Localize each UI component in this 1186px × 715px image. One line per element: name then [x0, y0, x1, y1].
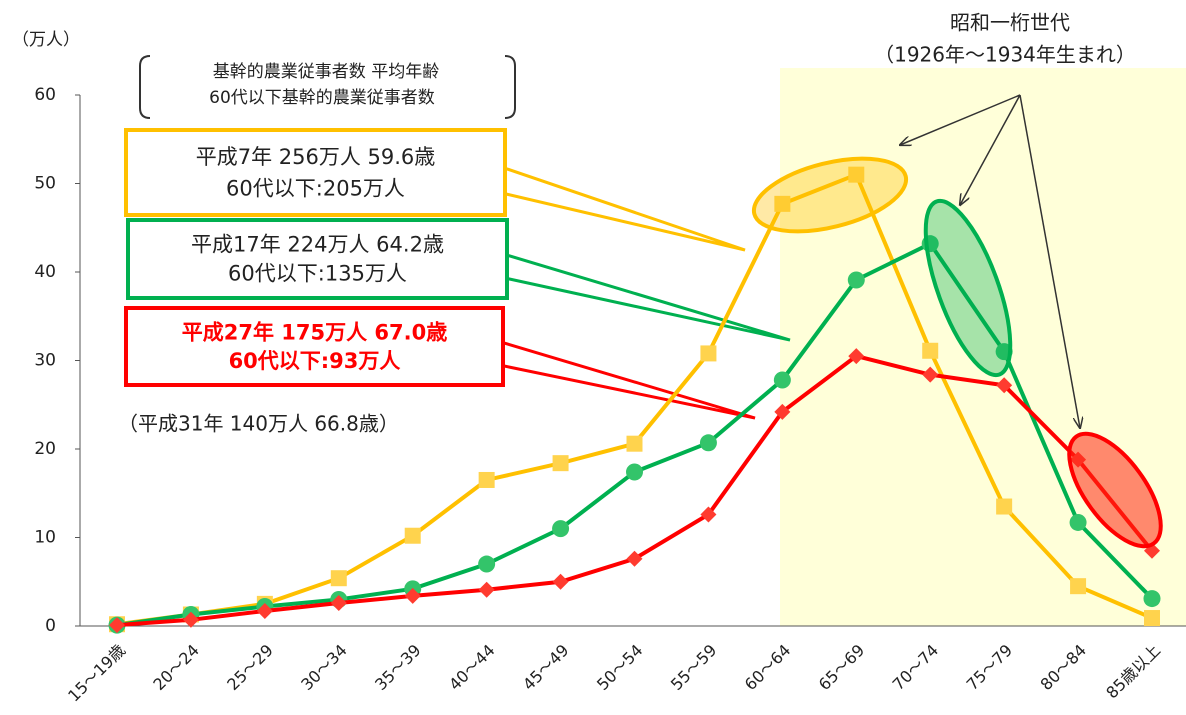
- x-tick-label: 80～84: [1037, 641, 1091, 695]
- x-tick-label: 25～29: [223, 641, 277, 695]
- marker: [626, 435, 643, 452]
- marker: [182, 611, 199, 628]
- marker: [773, 371, 791, 389]
- arrow: [1019, 94, 1080, 428]
- marker: [109, 617, 125, 634]
- legend-label: 平成17年 224万人 64.2歳: [191, 233, 444, 257]
- y-tick-label: 0: [45, 616, 56, 636]
- x-tick-label: 85歳以上: [1102, 641, 1164, 703]
- legend-label: 平成7年 256万人 59.6歳: [196, 145, 436, 169]
- legend-note: 60代以下:135万人: [228, 262, 407, 286]
- marker: [330, 594, 347, 611]
- legend-note: 60代以下:93万人: [229, 349, 401, 373]
- x-tick-label: 70～74: [889, 641, 943, 695]
- y-tick-label: 20: [34, 439, 56, 459]
- y-tick-label: 60: [34, 85, 56, 105]
- x-tick-label: 45～49: [519, 641, 573, 695]
- marker: [1070, 578, 1087, 595]
- marker: [774, 195, 791, 212]
- extra-note: （平成31年 140万人 66.8歳）: [118, 412, 399, 436]
- marker: [699, 434, 717, 452]
- marker: [552, 455, 569, 472]
- leader-line: [502, 341, 756, 420]
- marker: [626, 550, 643, 567]
- marker: [256, 602, 273, 619]
- marker: [922, 342, 939, 359]
- leader-line: [504, 166, 746, 252]
- x-tick-label: 50～54: [593, 641, 647, 695]
- marker: [330, 570, 347, 587]
- x-tick-label: 15～19歳: [64, 641, 129, 706]
- marker: [848, 166, 865, 183]
- legend-label: 平成27年 175万人 67.0歳: [182, 320, 448, 344]
- y-tick-label: 30: [34, 351, 56, 371]
- x-tick-label: 65～69: [815, 641, 869, 695]
- marker: [478, 581, 495, 598]
- y-axis-label: （万人）: [12, 30, 80, 50]
- y-tick-label: 40: [34, 262, 56, 282]
- generation-title: 昭和一桁世代: [950, 11, 1070, 35]
- x-tick-label: 35～39: [371, 641, 425, 695]
- bracket-line: 60代以下基幹的農業従事者数: [209, 87, 435, 108]
- highlight: [923, 198, 1013, 378]
- marker: [700, 345, 717, 362]
- marker: [552, 520, 570, 538]
- marker: [404, 527, 421, 544]
- x-tick-label: 40～44: [445, 641, 499, 695]
- marker: [1143, 590, 1161, 608]
- highlight: [1067, 431, 1163, 549]
- marker: [774, 403, 791, 420]
- x-tick-label: 30～34: [297, 641, 351, 695]
- marker: [700, 506, 717, 523]
- legend-box: [124, 306, 505, 387]
- bracket: [504, 55, 516, 119]
- marker: [404, 587, 421, 604]
- bracket-line: 基幹的農業従事者数 平均年齢: [213, 61, 439, 82]
- highlight: [751, 156, 909, 234]
- y-tick-label: 10: [34, 528, 56, 548]
- marker: [1069, 513, 1087, 531]
- marker: [922, 366, 939, 383]
- marker: [552, 573, 569, 590]
- marker: [848, 348, 865, 365]
- x-tick-label: 20～24: [149, 641, 203, 695]
- legend-box: [126, 218, 509, 300]
- leader-line: [506, 253, 791, 342]
- x-tick-label: 55～59: [667, 641, 721, 695]
- generation-years: （1926年～1934年生まれ）: [874, 43, 1136, 67]
- marker: [996, 377, 1013, 394]
- marker: [1144, 610, 1160, 627]
- x-tick-label: 75～79: [963, 641, 1017, 695]
- arrow: [960, 94, 1021, 205]
- legend-note: 60代以下:205万人: [226, 177, 405, 201]
- legend-box: [124, 128, 507, 217]
- marker: [478, 555, 496, 573]
- marker: [996, 498, 1013, 515]
- x-tick-label: 60～64: [741, 641, 795, 695]
- marker: [478, 471, 495, 488]
- marker: [847, 271, 865, 289]
- arrow: [900, 94, 1021, 145]
- y-tick-label: 50: [34, 174, 56, 194]
- bracket: [139, 55, 151, 119]
- marker: [626, 463, 643, 481]
